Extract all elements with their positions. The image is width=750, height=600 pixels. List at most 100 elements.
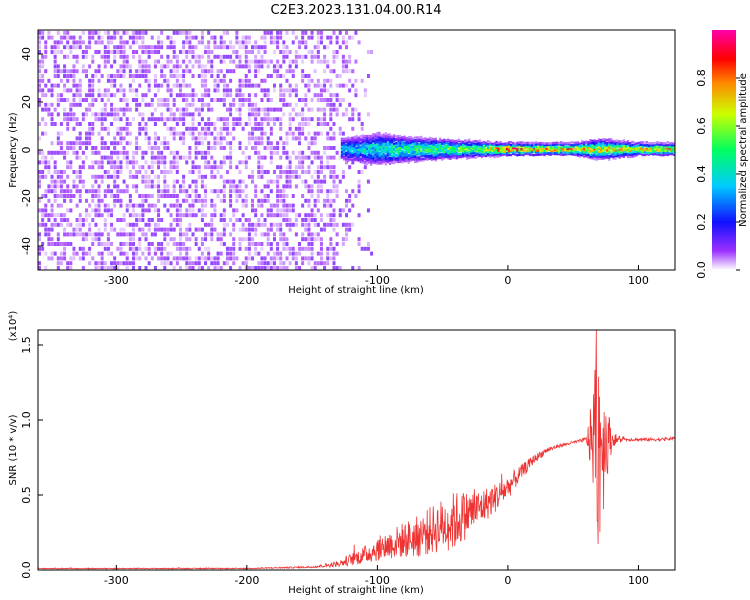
heatmap-cell [63, 45, 67, 50]
heatmap-cell [341, 64, 345, 69]
heatmap-cell [78, 35, 82, 40]
heatmap-cell [397, 142, 400, 146]
heatmap-cell [428, 138, 431, 141]
heatmap-cell [53, 213, 57, 218]
heatmap-cell [163, 98, 167, 102]
heatmap-cell [668, 151, 671, 154]
heatmap-cell [150, 179, 154, 184]
heatmap-cell [649, 145, 653, 148]
heatmap-cell [319, 131, 323, 136]
heatmap-cell [335, 35, 339, 40]
heatmap-cell [135, 222, 139, 227]
heatmap-cell [449, 150, 452, 153]
heatmap-cell [41, 30, 45, 35]
heatmap-cell [131, 78, 135, 83]
heatmap-cell [355, 143, 358, 147]
heatmap-cell [191, 136, 195, 141]
heatmap-cell [235, 88, 239, 93]
heatmap-cell [219, 165, 223, 170]
heatmap-cell [59, 203, 63, 208]
heatmap-cell [340, 150, 344, 154]
heatmap-cell [332, 189, 336, 194]
heatmap-cell [241, 40, 245, 45]
heatmap-cell [487, 152, 490, 155]
heatmap-cell [649, 152, 653, 156]
heatmap-cell [614, 149, 617, 152]
heatmap-cell [355, 140, 358, 144]
heatmap-cell [38, 198, 41, 203]
heatmap-cell [549, 143, 552, 146]
heatmap-cell [75, 83, 79, 88]
heatmap-cell [166, 35, 170, 40]
heatmap-cell [424, 157, 427, 160]
heatmap-cell [316, 155, 320, 160]
heatmap-cell [532, 150, 536, 154]
heatmap-cell [451, 143, 454, 146]
heatmap-cell [178, 203, 182, 208]
heatmap-cell [178, 184, 182, 189]
heatmap-cell [182, 93, 186, 98]
heatmap-cell [163, 266, 167, 270]
heatmap-cell [257, 160, 261, 165]
heatmap-cell [618, 156, 621, 159]
heatmap-cell [147, 246, 151, 251]
heatmap-cell [641, 141, 644, 144]
heatmap-cell [407, 161, 410, 164]
heatmap-cell [266, 208, 270, 213]
x-tick-label: 0 [504, 574, 511, 587]
heatmap-cell [666, 149, 669, 152]
heatmap-cell [388, 156, 392, 160]
heatmap-cell [372, 136, 375, 140]
heatmap-cell [612, 155, 615, 159]
heatmap-cell [163, 146, 167, 150]
heatmap-cell [97, 150, 101, 155]
heatmap-cell [326, 155, 330, 160]
heatmap-cell [558, 147, 561, 150]
heatmap-cell [361, 141, 364, 144]
heatmap-cell [138, 194, 142, 198]
heatmap-cell [172, 126, 176, 131]
heatmap-cell [266, 251, 270, 256]
heatmap-cell [66, 141, 70, 146]
heatmap-cell [626, 152, 630, 155]
heatmap-cell [44, 194, 48, 198]
heatmap-cell [574, 148, 577, 151]
heatmap-cell [150, 194, 154, 198]
heatmap-cell [225, 261, 229, 266]
heatmap-cell [125, 122, 129, 126]
heatmap-cell [570, 147, 573, 151]
heatmap-cell [59, 170, 63, 174]
heatmap-cell [418, 159, 421, 163]
heatmap-cell [666, 146, 669, 149]
heatmap-cell [411, 158, 415, 161]
heatmap-cell [591, 143, 594, 146]
heatmap-cell [581, 147, 584, 151]
heatmap-cell [119, 189, 123, 194]
heatmap-cell [537, 151, 540, 154]
heatmap-cell [341, 237, 345, 242]
heatmap-cell [50, 45, 54, 50]
heatmap-cell [84, 198, 88, 203]
heatmap-cell [150, 203, 154, 208]
heatmap-cell [232, 213, 236, 218]
heatmap-cell [222, 160, 226, 165]
heatmap-cell [157, 50, 161, 54]
heatmap-cell [285, 246, 289, 251]
y-tick-label: 1.0 [20, 411, 33, 429]
heatmap-cell [207, 93, 211, 98]
heatmap-cell [251, 131, 255, 136]
heatmap-cell [75, 59, 79, 64]
heatmap-cell [138, 213, 142, 218]
heatmap-cell [125, 222, 129, 227]
heatmap-cell [359, 147, 362, 150]
heatmap-cell [238, 179, 242, 184]
heatmap-cell [106, 213, 110, 218]
heatmap-cell [50, 155, 54, 160]
heatmap-cell [50, 117, 54, 122]
heatmap-cell [411, 145, 415, 148]
heatmap-cell [53, 50, 57, 54]
heatmap-cell [614, 157, 617, 160]
heatmap-cell [113, 165, 117, 170]
heatmap-cell [606, 141, 609, 145]
heatmap-cell [210, 261, 214, 266]
